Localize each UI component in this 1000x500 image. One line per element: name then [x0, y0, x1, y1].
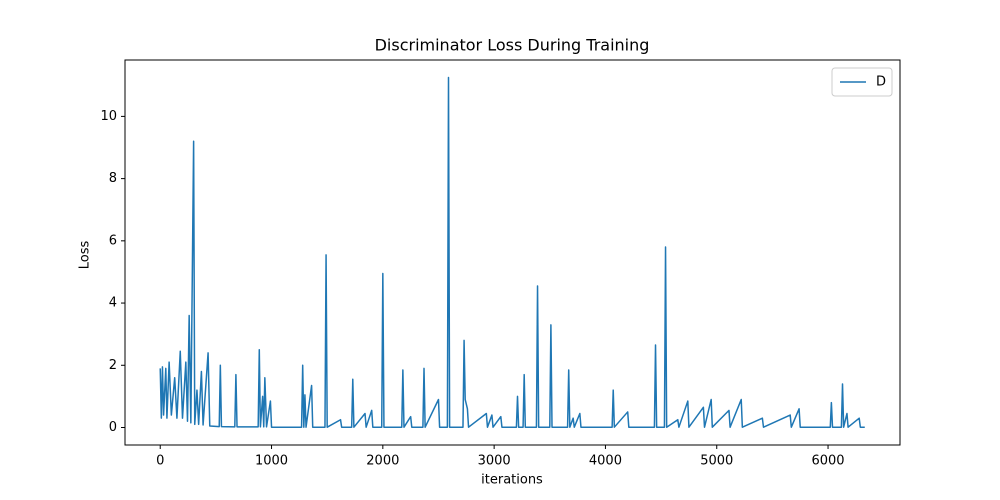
chart-title: Discriminator Loss During Training — [375, 36, 650, 55]
y-axis-label: Loss — [78, 241, 93, 270]
x-tick-label: 5000 — [700, 454, 733, 469]
y-tick-label: 4 — [109, 296, 117, 311]
x-tick-label: 3000 — [478, 454, 511, 469]
x-tick-label: 0 — [156, 454, 164, 469]
y-tick-label: 8 — [109, 171, 117, 186]
x-tick-label: 1000 — [255, 454, 288, 469]
y-tick-label: 2 — [109, 358, 117, 373]
x-tick-label: 4000 — [589, 454, 622, 469]
plot-frame — [124, 59, 901, 446]
line-series — [159, 76, 865, 428]
legend-label: D — [876, 75, 886, 90]
x-tick-label: 6000 — [811, 454, 844, 469]
y-tick-label: 0 — [109, 420, 117, 435]
x-axis-label: iterations — [481, 473, 543, 488]
y-tick-label: 6 — [109, 233, 117, 248]
x-tick-label: 2000 — [366, 454, 399, 469]
y-tick-label: 10 — [100, 109, 117, 124]
